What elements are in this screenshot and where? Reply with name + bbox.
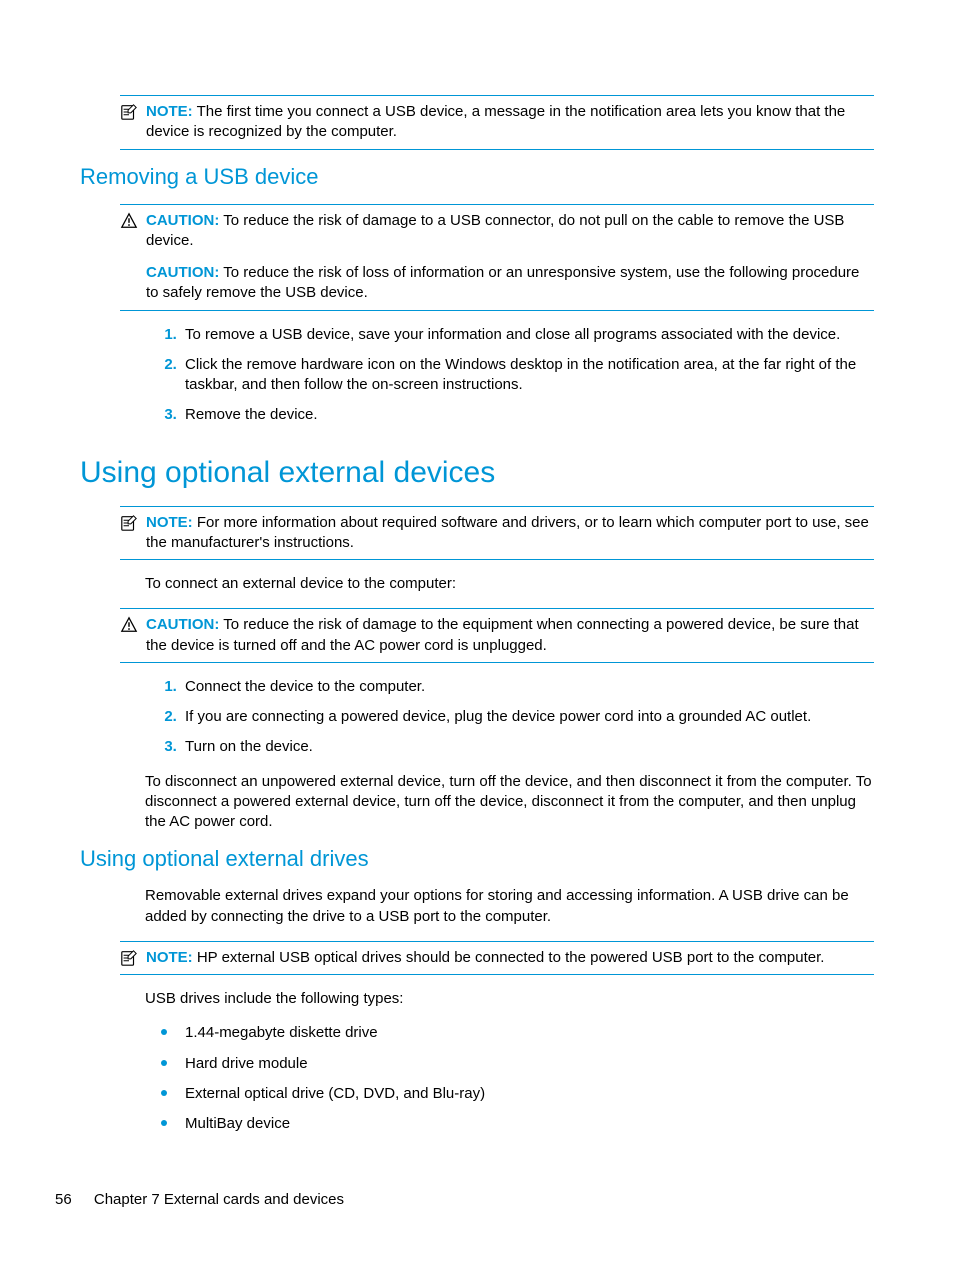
step-item: Remove the device. (181, 405, 874, 425)
caution-callout: CAUTION: To reduce the risk of damage to… (120, 204, 874, 311)
note-callout: NOTE: HP external USB optical drives sho… (120, 941, 874, 975)
page-footer: 56 Chapter 7 External cards and devices (55, 1191, 344, 1208)
step-item: Turn on the device. (181, 737, 874, 757)
caution-text: To reduce the risk of damage to the equi… (146, 616, 859, 653)
ordered-steps: Connect the device to the computer. If y… (145, 677, 874, 758)
note-callout: NOTE: For more information about require… (120, 506, 874, 561)
caution-label: CAUTION: (146, 616, 219, 633)
list-item: MultiBay device (181, 1114, 874, 1134)
caution-icon (120, 616, 138, 634)
step-item: To remove a USB device, save your inform… (181, 325, 874, 345)
list-item: 1.44-megabyte diskette drive (181, 1023, 874, 1043)
note-text: For more information about required soft… (146, 514, 869, 551)
note-text: HP external USB optical drives should be… (197, 949, 825, 966)
caution-text: To reduce the risk of loss of informatio… (146, 264, 859, 301)
page-number: 56 (55, 1191, 72, 1208)
step-item: Connect the device to the computer. (181, 677, 874, 697)
caution-text: To reduce the risk of damage to a USB co… (146, 212, 844, 249)
list-item: External optical drive (CD, DVD, and Blu… (181, 1084, 874, 1104)
note-icon (120, 949, 138, 967)
body-text: To connect an external device to the com… (145, 574, 874, 594)
note-icon (120, 514, 138, 532)
note-text: The first time you connect a USB device,… (146, 103, 845, 140)
note-label: NOTE: (146, 514, 193, 531)
list-item: Hard drive module (181, 1054, 874, 1074)
section-heading-external-drives: Using optional external drives (80, 846, 874, 872)
chapter-title: Chapter 7 External cards and devices (94, 1191, 344, 1208)
caution-label: CAUTION: (146, 264, 219, 281)
bullet-list: 1.44-megabyte diskette drive Hard drive … (145, 1023, 874, 1134)
ordered-steps: To remove a USB device, save your inform… (145, 325, 874, 426)
step-item: Click the remove hardware icon on the Wi… (181, 355, 874, 396)
note-icon (120, 103, 138, 121)
note-label: NOTE: (146, 103, 193, 120)
step-item: If you are connecting a powered device, … (181, 707, 874, 727)
note-callout: NOTE: The first time you connect a USB d… (120, 95, 874, 150)
body-text: To disconnect an unpowered external devi… (145, 772, 874, 833)
page-content: NOTE: The first time you connect a USB d… (0, 0, 954, 1134)
caution-callout: CAUTION: To reduce the risk of damage to… (120, 608, 874, 663)
body-text: Removable external drives expand your op… (145, 886, 874, 927)
body-text: USB drives include the following types: (145, 989, 874, 1009)
caution-label: CAUTION: (146, 212, 219, 229)
note-label: NOTE: (146, 949, 193, 966)
caution-icon (120, 212, 138, 230)
section-heading-removing-usb: Removing a USB device (80, 164, 874, 190)
section-heading-external-devices: Using optional external devices (80, 456, 874, 490)
